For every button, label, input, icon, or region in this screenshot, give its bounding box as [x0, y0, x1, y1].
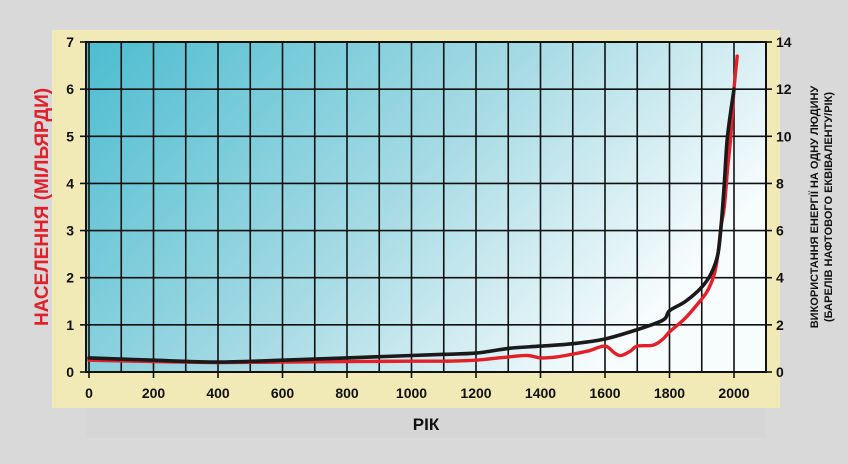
x-tick-label: 1400: [525, 385, 556, 401]
y-axis-label-right-line1: ВИКОРИСТАННЯ ЕНЕРГІЇ НА ОДНУ ЛЮДИНУ: [808, 86, 821, 329]
y-left-tick-label: 2: [66, 270, 74, 286]
y-left-tick-label: 6: [66, 81, 74, 97]
x-tick-label: 0: [85, 385, 93, 401]
grid: [85, 41, 767, 373]
y-left-tick-label: 7: [66, 34, 74, 50]
y-right-tick-label: 8: [776, 175, 784, 191]
y-left-tick-label: 1: [66, 317, 74, 333]
x-tick-label: 1600: [589, 385, 620, 401]
x-tick-label: 1000: [396, 385, 427, 401]
x-tick-label: 400: [206, 385, 230, 401]
y-right-tick-label: 4: [776, 270, 784, 286]
y-right-tick-label: 6: [776, 223, 784, 239]
y-left-tick-label: 4: [66, 175, 74, 191]
y-axis-label-right-line2: (БАРЕЛІВ НАФТОВОГО ЕКВІВАЛЕНТУ/РІК): [823, 92, 835, 322]
xlabel-bar: [86, 408, 766, 438]
y-right-tick-label: 0: [776, 364, 784, 380]
y-axis-label-left: НАСЕЛЕННЯ (МІЛЬЯРДИ): [32, 88, 53, 326]
plot-area: [86, 42, 766, 372]
y-left-tick-label: 0: [66, 364, 74, 380]
y-left-tick-label: 5: [66, 128, 74, 144]
x-tick-label: 1800: [654, 385, 685, 401]
x-tick-label: 600: [271, 385, 295, 401]
x-tick-label: 200: [142, 385, 166, 401]
y-right-tick-label: 2: [776, 317, 784, 333]
y-right-tick-label: 12: [776, 81, 792, 97]
y-left-tick-label: 3: [66, 223, 74, 239]
tick-labels: 0 200 400 600 800 1000 1200 1400 1600 1800 2000012…: [66, 34, 792, 401]
x-tick-label: 2000: [718, 385, 749, 401]
series-layer: [87, 54, 739, 365]
y-right-tick-label: 10: [776, 128, 792, 144]
x-tick-label: 800: [335, 385, 359, 401]
x-tick-label: 1200: [460, 385, 491, 401]
y-right-tick-label: 14: [776, 34, 792, 50]
plot-border: [85, 41, 767, 373]
x-axis-label: РІК: [413, 415, 440, 434]
energy-line: [87, 87, 736, 364]
